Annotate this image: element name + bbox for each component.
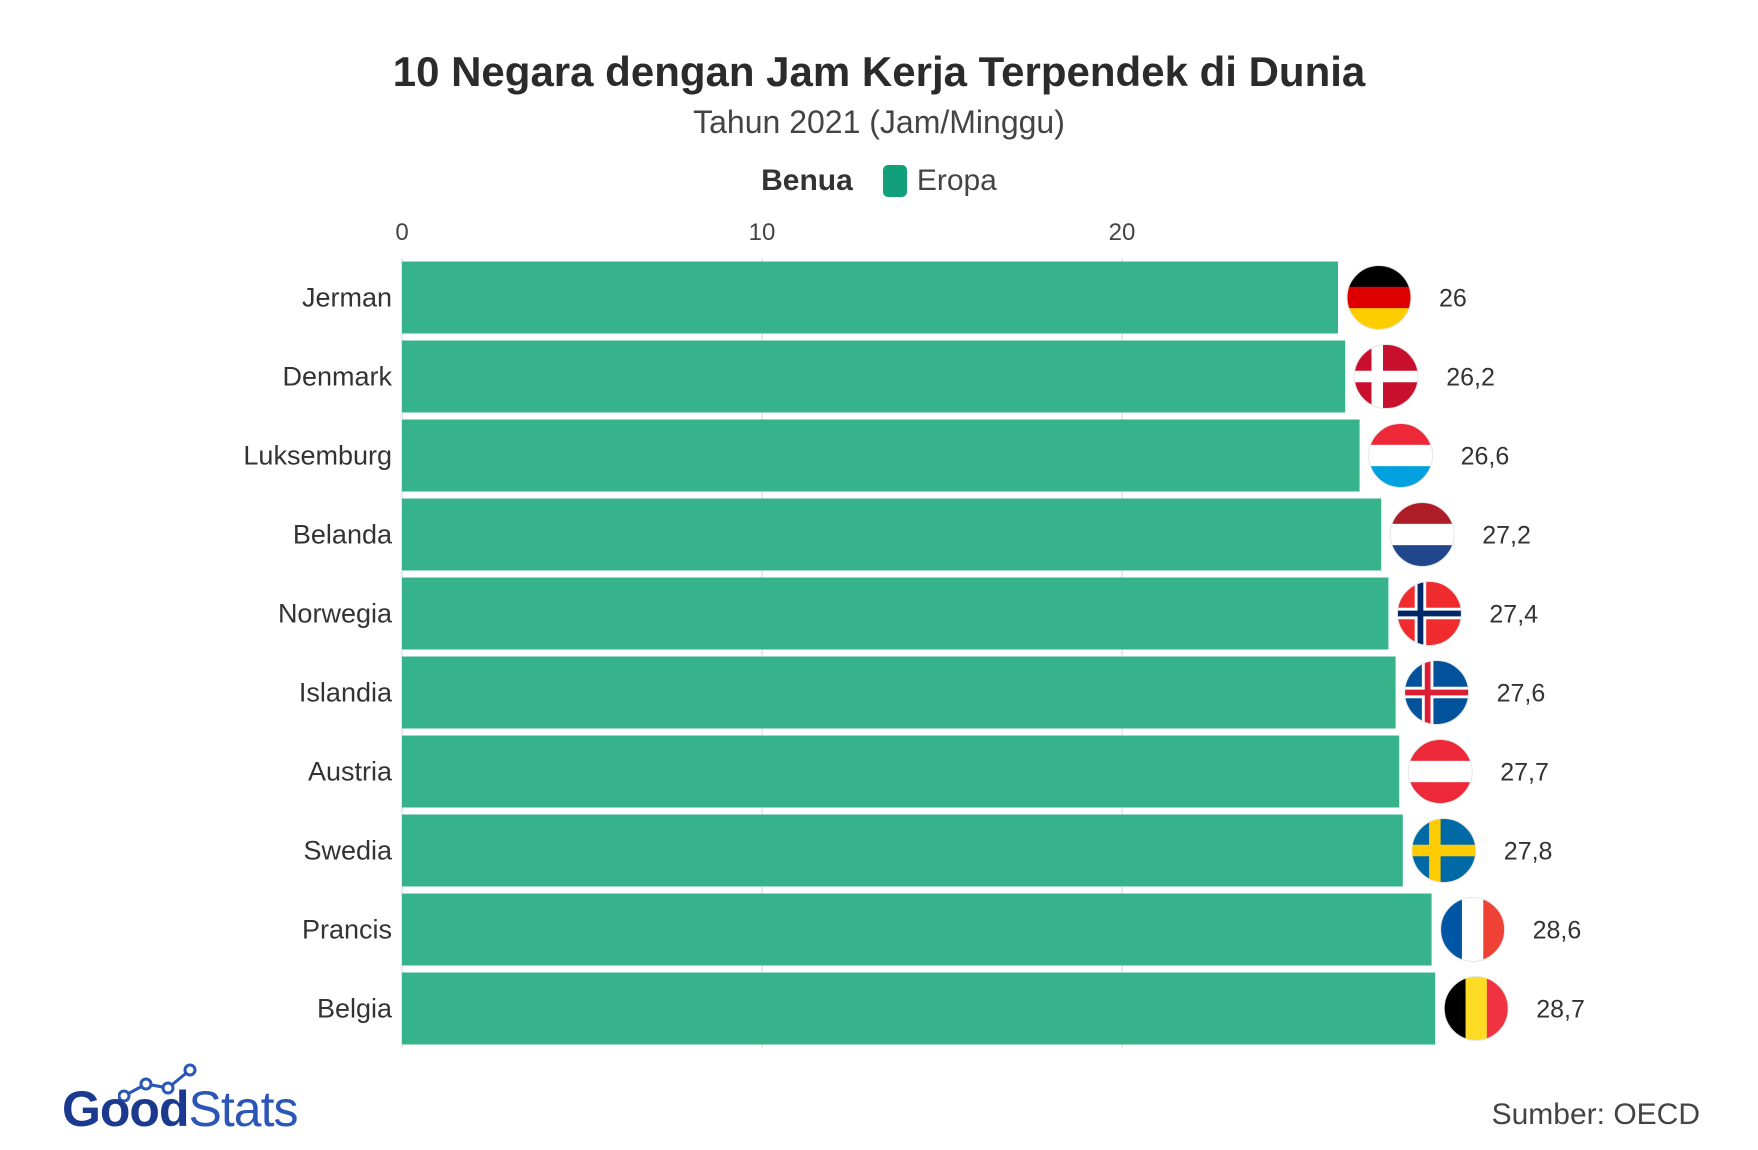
legend-swatch-eropa	[882, 165, 907, 197]
logo-stats-text: Stats	[188, 1081, 299, 1137]
category-label: Norwegia	[278, 599, 393, 629]
category-label: Swedia	[303, 836, 393, 866]
legend-title: Benua	[761, 164, 853, 197]
norway-flag-icon	[1397, 581, 1462, 646]
category-label: Belgia	[317, 994, 393, 1024]
bar-belanda	[402, 498, 1382, 571]
sweden-flag-icon	[1411, 818, 1476, 883]
category-label: Belanda	[293, 520, 393, 550]
bar-austria	[402, 735, 1400, 808]
x-tick-label: 10	[749, 219, 776, 246]
chart-subtitle: Tahun 2021 (Jam/Minggu)	[693, 104, 1065, 140]
austria-flag-icon	[1408, 739, 1473, 804]
x-tick-label: 20	[1109, 219, 1136, 246]
value-label: 27,2	[1482, 522, 1531, 550]
category-label: Austria	[308, 757, 393, 787]
value-label: 28,6	[1533, 917, 1582, 945]
logo-good-text: Good	[62, 1081, 190, 1137]
value-label: 28,7	[1536, 996, 1585, 1024]
value-label: 26	[1439, 285, 1467, 313]
bar-islandia	[402, 656, 1396, 729]
x-tick-label: 0	[395, 219, 408, 246]
logo-network-icon	[118, 1063, 197, 1102]
category-label: Luksemburg	[243, 441, 392, 471]
germany-flag-icon	[1347, 265, 1411, 330]
netherlands-flag-icon	[1390, 502, 1455, 567]
bar-denmark	[402, 340, 1346, 413]
value-label: 27,4	[1489, 601, 1538, 629]
value-label: 27,7	[1500, 759, 1549, 787]
denmark-flag-icon	[1354, 344, 1419, 409]
goodstats-logo: GoodStats	[62, 1080, 299, 1138]
bar-swedia	[402, 814, 1403, 887]
value-label: 26,6	[1461, 443, 1510, 471]
category-label: Denmark	[282, 362, 392, 392]
category-label: Prancis	[302, 915, 392, 945]
bar-norwegia	[402, 577, 1389, 650]
legend: Benua Eropa	[0, 164, 1758, 198]
bar-belgia	[402, 972, 1436, 1045]
luxembourg-flag-icon	[1368, 423, 1433, 488]
bar-prancis	[402, 893, 1432, 966]
france-flag-icon	[1440, 897, 1505, 962]
bar-luksemburg	[402, 419, 1360, 492]
value-label: 27,6	[1497, 680, 1546, 708]
chart-title: 10 Negara dengan Jam Kerja Terpendek di …	[392, 48, 1366, 95]
category-label: Jerman	[302, 283, 392, 313]
value-label: 26,2	[1446, 364, 1495, 392]
bar-jerman	[402, 261, 1338, 334]
value-label: 27,8	[1504, 838, 1553, 866]
source-note: Sumber: OECD	[1491, 1098, 1700, 1131]
category-label: Islandia	[299, 678, 393, 708]
iceland-flag-icon	[1404, 660, 1469, 725]
belgium-flag-icon	[1444, 976, 1509, 1041]
legend-label-eropa: Eropa	[916, 164, 997, 197]
